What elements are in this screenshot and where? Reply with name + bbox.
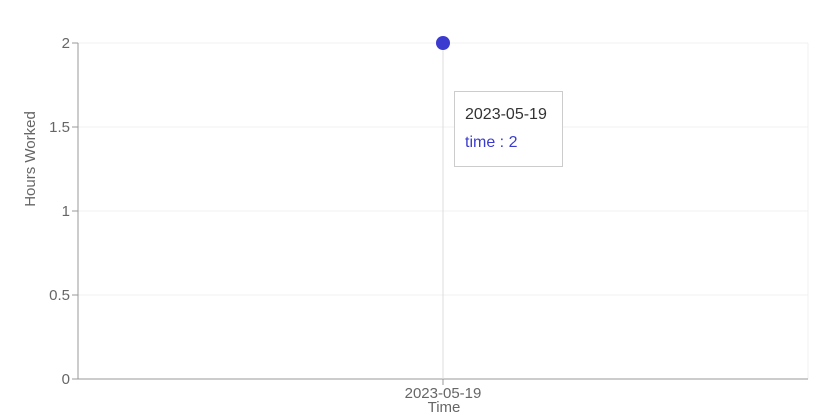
y-tick-label: 0	[62, 371, 70, 388]
chart-tooltip: 2023-05-19 time : 2	[454, 91, 563, 167]
tooltip-value: time : 2	[465, 134, 518, 151]
x-axis-title: Time	[428, 399, 461, 416]
y-tick-label: 1	[62, 203, 70, 220]
tooltip-label: 2023-05-19	[465, 106, 547, 123]
y-tick-label: 2	[62, 35, 70, 52]
axes: 0 0.5 1 1.5 2 2023-05-19	[49, 35, 808, 402]
y-tick-label: 0.5	[49, 287, 70, 304]
y-tick-label: 1.5	[49, 119, 70, 136]
x-tick-label: 2023-05-19	[405, 385, 482, 402]
y-axis-title: Hours Worked	[22, 111, 39, 207]
data-point	[436, 36, 450, 50]
series-layer	[436, 36, 450, 50]
